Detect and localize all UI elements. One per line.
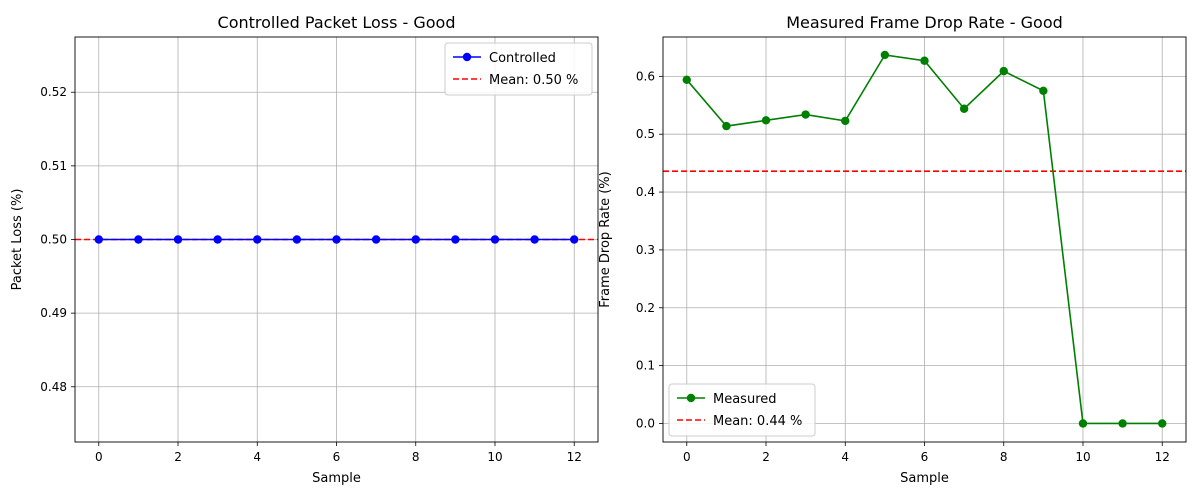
- legend-box: [444, 42, 593, 96]
- y-tick-label: 0.3: [636, 243, 655, 257]
- data-point: [570, 235, 579, 244]
- data-point: [841, 116, 850, 126]
- data-point: [332, 235, 341, 244]
- data-point: [959, 104, 969, 113]
- data-point: [490, 235, 500, 244]
- x-tick-label: 10: [1075, 450, 1090, 464]
- x-tick-label: 4: [841, 450, 849, 464]
- y-tick-label: 0.6: [636, 69, 655, 83]
- data-point: [173, 235, 183, 244]
- legend: Controlled Mean: 0.50 %: [444, 42, 593, 96]
- x-tick-label: 10: [487, 450, 502, 464]
- data-point: [682, 75, 691, 85]
- data-point: [761, 116, 771, 125]
- y-tick-label: 0.1: [636, 359, 655, 373]
- chart-title: Measured Frame Drop Rate - Good: [786, 13, 1063, 32]
- chart-panel-2: 0 2 4 6 8 10 12 0.0 0.1 0.2 0.3 0.4 0.5 0.6 Measured F…: [598, 13, 1187, 486]
- data-point: [1118, 419, 1127, 428]
- chart-panel-1: 0 2 4 6 8 10 12 0.48 0.49 0.50 0.51 0.52 Controlled …: [10, 13, 599, 486]
- legend-box: [668, 383, 816, 437]
- y-tick-label: 0.5: [636, 127, 655, 141]
- x-tick-label: 12: [567, 450, 582, 464]
- data-point: [213, 235, 222, 244]
- data-point: [292, 235, 302, 244]
- x-axis-label: Sample: [900, 471, 949, 486]
- data-point: [880, 50, 890, 60]
- data-point: [451, 235, 460, 244]
- legend-label-mean: Mean: 0.50 %: [489, 73, 578, 88]
- y-tick-label: 0.0: [636, 416, 655, 430]
- x-tick-label: 0: [95, 450, 103, 464]
- legend-marker: [686, 393, 696, 403]
- x-tick-label: 8: [1000, 450, 1008, 464]
- y-tick-label: 0.52: [40, 85, 67, 99]
- x-tick-label: 12: [1155, 450, 1170, 464]
- legend-label-series: Controlled: [489, 51, 556, 66]
- data-point: [1158, 419, 1167, 428]
- chart-title: Controlled Packet Loss - Good: [218, 13, 456, 32]
- legend-label-mean: Mean: 0.44 %: [713, 414, 802, 429]
- y-tick-label: 0.50: [40, 233, 67, 247]
- legend: Measured Mean: 0.44 %: [668, 383, 816, 437]
- data-point: [920, 56, 929, 65]
- y-axis-label: Packet Loss (%): [10, 189, 25, 291]
- plot-frame: [74, 36, 599, 443]
- data-point: [1078, 419, 1088, 428]
- data-point: [1039, 86, 1048, 96]
- plot-frame: [662, 36, 1187, 443]
- y-tick-label: 0.4: [636, 185, 655, 199]
- data-point: [530, 235, 539, 244]
- data-point: [411, 235, 420, 244]
- x-tick-label: 2: [762, 450, 770, 464]
- legend-marker: [462, 52, 472, 62]
- x-tick-label: 6: [333, 450, 341, 464]
- data-point: [253, 235, 262, 244]
- x-tick-label: 2: [174, 450, 182, 464]
- x-tick-label: 4: [253, 450, 261, 464]
- data-point: [134, 235, 143, 244]
- legend-label-series: Measured: [713, 392, 777, 407]
- y-tick-label: 0.49: [40, 306, 67, 320]
- y-tick-label: 0.48: [40, 380, 67, 394]
- y-axis-label: Frame Drop Rate (%): [598, 171, 613, 307]
- x-tick-label: 8: [412, 450, 420, 464]
- x-tick-label: 0: [683, 450, 691, 464]
- data-point: [94, 235, 103, 244]
- x-tick-label: 6: [921, 450, 929, 464]
- data-point: [722, 121, 731, 131]
- y-tick-label: 0.51: [40, 159, 67, 173]
- x-axis-label: Sample: [312, 471, 361, 486]
- data-point: [801, 110, 810, 119]
- y-tick-label: 0.2: [636, 301, 655, 315]
- data-point: [999, 66, 1008, 76]
- data-point: [371, 235, 381, 244]
